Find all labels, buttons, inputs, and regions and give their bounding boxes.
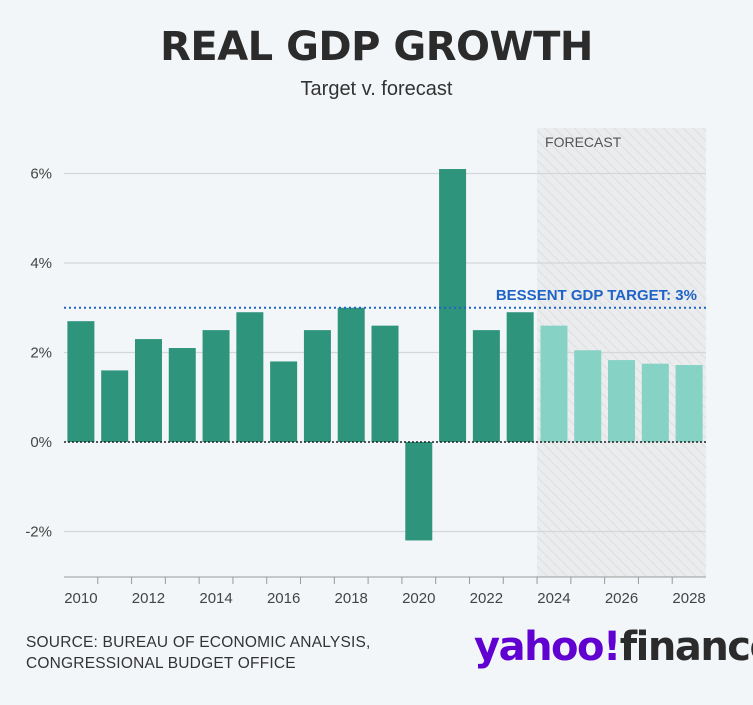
- source-line-2: CONGRESSIONAL BUDGET OFFICE: [26, 655, 296, 672]
- yahoo-finance-logo: yahoo!finance: [474, 624, 753, 670]
- x-tick-label: 2014: [199, 590, 232, 607]
- bar-2012: [134, 339, 162, 442]
- bar-2024: [540, 325, 568, 442]
- bar-2018: [337, 307, 365, 442]
- x-tick-label: 2018: [335, 590, 368, 607]
- y-tick-label: -2%: [25, 524, 52, 541]
- forecast-label: FORECAST: [545, 134, 622, 150]
- y-tick-label: 2%: [30, 345, 52, 362]
- bar-2019: [371, 325, 399, 442]
- y-tick-label: 6%: [30, 166, 52, 183]
- x-tick-label: 2028: [672, 590, 705, 607]
- x-tick-label: 2020: [402, 590, 435, 607]
- target-label: BESSENT GDP TARGET: 3%: [496, 287, 697, 304]
- chart-subtitle: Target v. forecast: [300, 78, 453, 100]
- chart-title: REAL GDP GROWTH: [160, 24, 593, 70]
- logo-yahoo: yahoo!: [474, 624, 621, 670]
- bar-2022: [472, 330, 500, 442]
- x-tick-label: 2016: [267, 590, 300, 607]
- bar-2027: [641, 363, 669, 442]
- bar-2011: [101, 370, 129, 442]
- y-tick-label: 4%: [30, 255, 52, 272]
- bar-2026: [608, 360, 636, 442]
- bar-2017: [303, 330, 331, 442]
- x-tick-label: 2022: [470, 590, 503, 607]
- y-axis-tick-labels: -2% 0% 2% 4% 6%: [25, 166, 52, 541]
- bar-2020: [405, 442, 433, 541]
- bar-2028: [675, 365, 703, 442]
- bars: [67, 169, 703, 541]
- x-tick-label: 2024: [537, 590, 570, 607]
- bar-2013: [168, 348, 196, 442]
- bar-2025: [574, 350, 602, 442]
- bar-2015: [236, 312, 264, 442]
- y-tick-label: 0%: [30, 434, 52, 451]
- logo-finance: finance: [619, 624, 753, 670]
- source-note: SOURCE: BUREAU OF ECONOMIC ANALYSIS, CON…: [26, 632, 371, 674]
- bar-2023: [506, 312, 534, 442]
- source-line-1: SOURCE: BUREAU OF ECONOMIC ANALYSIS,: [26, 634, 371, 651]
- bar-2010: [67, 321, 95, 442]
- x-tick-label: 2012: [132, 590, 165, 607]
- x-tick-label: 2026: [605, 590, 638, 607]
- x-axis-ticks: 2010 2012 2014 2016 2018 2020 2022 2024 2026 2028: [64, 577, 706, 607]
- bar-2021: [439, 169, 467, 442]
- bar-2014: [202, 330, 230, 442]
- bar-2016: [270, 361, 298, 442]
- x-tick-label: 2010: [64, 590, 97, 607]
